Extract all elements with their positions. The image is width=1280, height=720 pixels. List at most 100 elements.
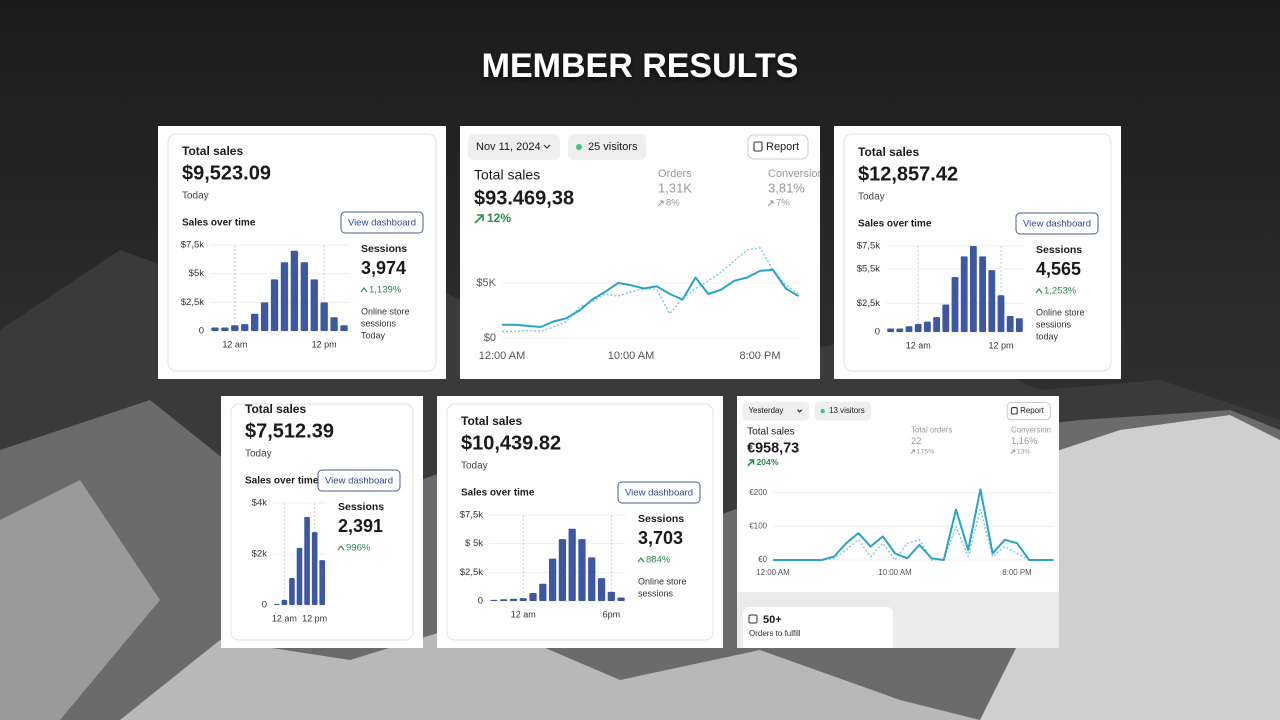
- y-tick-label: $2,5k: [181, 297, 204, 308]
- bar: [500, 599, 508, 601]
- button-frame[interactable]: [1015, 212, 1099, 235]
- sessions-note: today: [1036, 331, 1059, 341]
- report-icon: [1010, 406, 1018, 415]
- report-icon: [753, 141, 763, 152]
- visitors-label: 25 visitors: [588, 141, 638, 153]
- dashboard-card: Total sales $7,512.39 Today Sales over time…: [221, 396, 423, 648]
- button-frame[interactable]: [1006, 401, 1051, 421]
- bar: [914, 323, 922, 332]
- x-tick-label: 12 pm: [312, 339, 337, 349]
- total-value: $9,523.09: [182, 162, 271, 184]
- x-tick-label: 8:00 PM: [1002, 568, 1031, 577]
- button-frame[interactable]: [747, 134, 809, 160]
- date-picker[interactable]: Nov 11, 2024: [468, 134, 560, 160]
- total-label: Total sales: [474, 167, 540, 183]
- sessions-value: 3,974: [361, 258, 406, 278]
- card-panel: [446, 403, 714, 641]
- x-tick-label: 12 am: [222, 339, 247, 349]
- period: Today: [858, 192, 885, 203]
- report-button[interactable]: Report: [747, 134, 809, 160]
- view-dashboard-button[interactable]: View dashboard: [617, 481, 701, 504]
- chart-label: Sales over time: [461, 488, 535, 499]
- view-dashboard-button[interactable]: View dashboard: [340, 211, 424, 234]
- dashboard-card: Yesterday 13 visitors Report Total sales €95…: [737, 396, 1059, 653]
- total-value: $12,857.42: [858, 163, 958, 185]
- button-frame[interactable]: [317, 469, 401, 492]
- sessions-change: 884%: [646, 555, 671, 566]
- bar: [578, 539, 586, 601]
- pill: [814, 401, 871, 421]
- x-tick-label: 8:00 PM: [740, 350, 781, 362]
- sessions-note: sessions: [361, 318, 397, 328]
- button-frame[interactable]: [340, 211, 424, 234]
- button-label: Report: [1020, 406, 1045, 415]
- button-label: View dashboard: [348, 218, 416, 229]
- bar: [997, 295, 1005, 332]
- y-tick-label: $ 5k: [465, 538, 483, 549]
- fulfill-card[interactable]: 50+ Orders to fulfill: [743, 607, 893, 653]
- bar: [588, 557, 596, 601]
- x-tick-label: 12 am: [511, 609, 536, 619]
- y-tick-label: €200: [749, 488, 767, 497]
- bar: [310, 279, 318, 331]
- y-tick-label: $7,5k: [181, 240, 204, 251]
- y-tick-label: $0: [484, 332, 496, 344]
- pill[interactable]: [468, 134, 560, 160]
- report-button[interactable]: Report: [1006, 401, 1051, 421]
- live-dot: [576, 144, 582, 150]
- series-line: [502, 268, 800, 328]
- view-dashboard-button[interactable]: View dashboard: [317, 469, 401, 492]
- total-label: Total sales: [858, 145, 919, 159]
- bar: [1006, 315, 1014, 332]
- bar: [923, 321, 931, 332]
- dashboard-card: Nov 11, 2024 25 visitors Report Total sales…: [460, 126, 820, 379]
- slide-title: MEMBER RESULTS: [482, 47, 799, 85]
- view-dashboard-button[interactable]: View dashboard: [1015, 212, 1099, 235]
- up-arrow-icon: [657, 200, 664, 207]
- sessions-label: Sessions: [638, 513, 684, 525]
- sessions-change: 996%: [346, 543, 371, 554]
- up-icon: [1035, 288, 1043, 294]
- bar: [330, 317, 338, 331]
- card-panel[interactable]: [743, 607, 893, 653]
- bar: [558, 539, 567, 601]
- sessions-note: Online store: [1036, 307, 1085, 317]
- metric-label: Total orders: [911, 426, 952, 435]
- y-tick-label: 0: [262, 600, 267, 611]
- chart-label: Sales over time: [858, 219, 932, 230]
- sessions-value: 4,565: [1036, 259, 1081, 279]
- visitors-pill: 25 visitors: [568, 134, 646, 160]
- y-tick-label: $2k: [252, 549, 268, 560]
- x-tick-label: 12 am: [906, 340, 931, 350]
- fulfill-value: 50+: [763, 614, 782, 626]
- bar: [289, 577, 295, 605]
- y-tick-label: 0: [199, 326, 204, 337]
- bar: [539, 583, 547, 601]
- cards: Total sales $9,523.09 Today Sales over time…: [158, 126, 1121, 653]
- bar: [988, 270, 996, 332]
- bar: [905, 326, 913, 332]
- bar: [979, 256, 987, 332]
- sessions-change: 1,253%: [1044, 286, 1077, 297]
- total-label: Total sales: [182, 144, 243, 158]
- x-tick-label: 12 pm: [988, 340, 1013, 350]
- y-tick-label: €100: [749, 521, 767, 530]
- total-change: 204%: [756, 457, 778, 467]
- bar: [260, 302, 269, 331]
- x-tick-label: 10:00 AM: [608, 350, 654, 362]
- bar: [597, 578, 606, 601]
- bar: [607, 591, 615, 601]
- up-arrow-icon: [474, 214, 484, 224]
- date-label: Nov 11, 2024: [476, 141, 541, 153]
- date-picker[interactable]: Yesterday: [742, 401, 809, 421]
- bar: [951, 276, 959, 332]
- bar: [300, 262, 308, 331]
- metric-label: Orders: [658, 168, 692, 180]
- fulfill-label: Orders to fulfill: [749, 629, 801, 638]
- sessions-note: Online store: [361, 306, 410, 316]
- period: Today: [245, 449, 272, 460]
- button-frame[interactable]: [617, 481, 701, 504]
- pill[interactable]: [742, 401, 809, 421]
- total-label: Total sales: [747, 427, 795, 438]
